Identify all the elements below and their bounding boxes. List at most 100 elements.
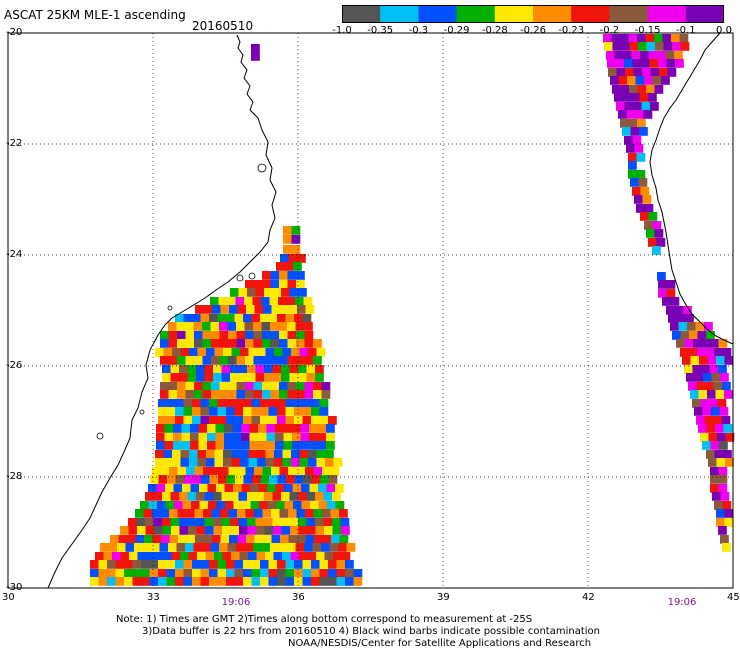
data-cell	[292, 441, 301, 450]
data-cell	[315, 518, 324, 527]
data-cell	[284, 484, 293, 493]
data-cell	[213, 373, 222, 382]
data-cell	[614, 93, 623, 102]
data-cell	[194, 356, 203, 365]
data-cell	[285, 314, 295, 323]
data-cell	[194, 339, 203, 348]
data-cell	[163, 450, 173, 459]
data-cell	[280, 535, 289, 544]
data-cell	[286, 297, 296, 306]
data-cell	[125, 543, 135, 552]
data-cell	[207, 441, 216, 450]
colorbar-label: -0.29	[443, 25, 470, 36]
data-cell	[245, 382, 254, 391]
data-cell	[234, 569, 244, 578]
island-outline	[236, 274, 244, 282]
data-cell	[199, 484, 208, 493]
data-cell	[154, 526, 163, 535]
data-cell	[158, 569, 167, 578]
data-cell	[217, 416, 227, 425]
data-cell	[236, 356, 246, 365]
data-cell	[231, 348, 241, 357]
data-cell	[152, 535, 162, 544]
data-cell	[264, 492, 273, 501]
data-cell	[243, 560, 252, 569]
data-cell	[236, 331, 246, 340]
data-cell	[170, 373, 180, 382]
data-cell	[95, 552, 104, 561]
data-cell	[718, 526, 727, 535]
data-cell	[328, 577, 337, 586]
data-cell	[263, 535, 272, 544]
data-cell	[269, 297, 279, 306]
data-cell	[216, 501, 226, 510]
data-cell	[217, 314, 227, 323]
data-cell	[656, 238, 666, 247]
data-cell	[115, 560, 125, 569]
data-cell	[615, 59, 625, 68]
data-cell	[699, 356, 708, 365]
data-cell	[628, 170, 637, 179]
data-cell	[297, 254, 306, 263]
y-tick-label: -30	[6, 582, 23, 593]
data-cell	[98, 560, 108, 569]
data-cell	[158, 416, 167, 425]
data-cell	[165, 501, 175, 510]
data-cell	[117, 543, 126, 552]
data-cell	[322, 509, 331, 518]
data-cell	[255, 365, 265, 374]
data-cell	[283, 245, 292, 254]
data-cell	[214, 450, 224, 459]
x-tick-label: 30	[2, 592, 15, 603]
data-cell	[243, 577, 252, 586]
data-cell	[163, 552, 172, 561]
data-cell	[676, 339, 685, 348]
data-cell	[695, 322, 705, 331]
data-cell	[231, 450, 241, 459]
data-cell	[324, 526, 333, 535]
data-cell	[723, 450, 732, 459]
data-cell	[184, 475, 193, 484]
data-cell	[247, 373, 256, 382]
data-cell	[214, 458, 224, 467]
data-cell	[115, 577, 125, 586]
data-cell	[281, 365, 290, 374]
data-cell	[212, 535, 221, 544]
data-cell	[213, 492, 222, 501]
colorbar-labels: -1.0 -0.35 -0.3 -0.29 -0.28 -0.26 -0.23 -0.2 -0.…	[0, 25, 740, 39]
data-cell	[248, 552, 257, 561]
data-cell	[100, 543, 109, 552]
data-cell	[722, 501, 732, 510]
data-cell	[319, 569, 329, 578]
data-cell	[635, 110, 644, 119]
data-cell	[251, 577, 261, 586]
data-cell	[244, 297, 253, 306]
data-cell	[158, 407, 167, 416]
data-cell	[690, 390, 699, 399]
data-cell	[194, 390, 203, 399]
data-cell	[292, 484, 302, 493]
data-cell	[250, 484, 259, 493]
data-cell	[328, 416, 337, 425]
data-cell	[277, 314, 286, 323]
data-cell	[226, 314, 235, 323]
data-cell	[641, 102, 651, 111]
data-cell	[668, 314, 677, 323]
data-cell	[295, 543, 305, 552]
data-cell	[156, 424, 165, 433]
data-cell	[308, 450, 317, 459]
data-cell	[631, 51, 641, 60]
data-cell	[192, 560, 201, 569]
data-cell	[313, 390, 322, 399]
data-cell	[707, 390, 716, 399]
data-cell	[284, 501, 294, 510]
data-cell	[701, 365, 710, 374]
colorbar-label: 0.0	[716, 25, 732, 36]
data-cell	[234, 407, 244, 416]
data-cell	[289, 373, 299, 382]
data-cell	[632, 187, 641, 196]
data-cell	[336, 577, 346, 586]
data-cell	[638, 178, 648, 187]
data-cell	[160, 382, 169, 391]
data-cell	[303, 297, 313, 306]
